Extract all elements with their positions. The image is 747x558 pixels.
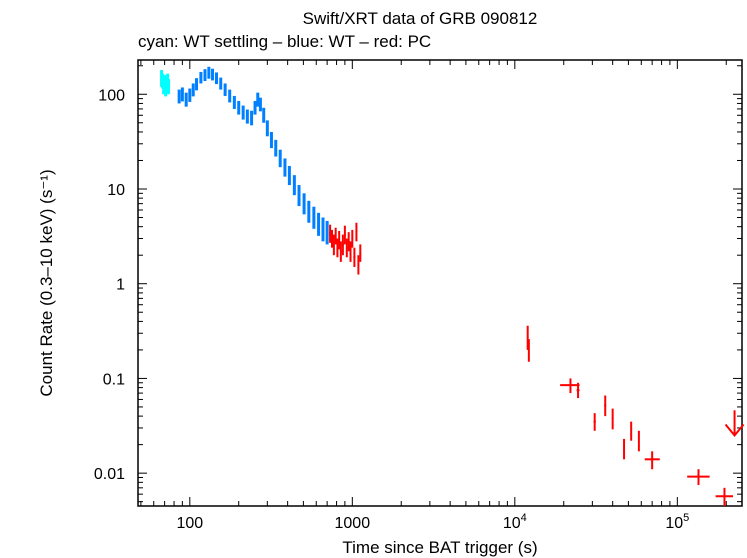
x-tick-label: 105: [665, 512, 689, 532]
x-tick-label: 100: [176, 515, 203, 532]
y-tick-label: 0.1: [103, 371, 125, 388]
y-tick-label: 1: [116, 277, 125, 294]
series-wt-settling: [160, 70, 171, 97]
plot-frame: [137, 59, 743, 507]
axis-ticks: 100 1000 104 105 100 10 1 0.1 0.01: [94, 60, 742, 532]
x-tick-exponent: 5: [683, 512, 689, 524]
y-tick-label: 100: [98, 87, 125, 104]
chart-subtitle: cyan: WT settling – blue: WT – red: PC: [138, 32, 431, 51]
x-axis-label: Time since BAT trigger (s): [342, 538, 537, 557]
x-tick-exponent: 4: [521, 512, 527, 524]
x-tick-label: 1000: [335, 515, 371, 532]
series-pc: [329, 222, 745, 506]
upper-limit-arrowhead: [724, 423, 745, 438]
series-wt: [177, 66, 329, 245]
y-axis-label: Count Rate (0.3–10 keV) (s⁻¹): [37, 169, 56, 396]
y-tick-label: 0.01: [94, 466, 125, 483]
y-tick-label: 10: [107, 182, 125, 199]
x-tick-label: 104: [503, 512, 527, 532]
chart-title: Swift/XRT data of GRB 090812: [303, 9, 538, 28]
data-marks: [160, 66, 745, 506]
